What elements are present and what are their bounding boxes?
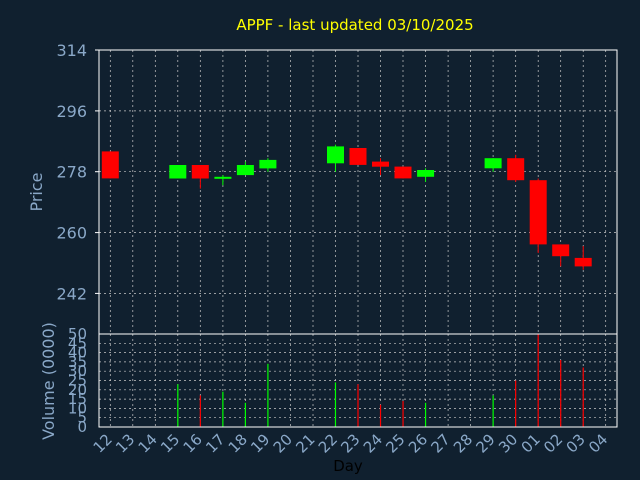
candle-body-03 bbox=[574, 257, 592, 267]
volume-y-tick-label: 35 bbox=[68, 353, 87, 371]
volume-bars bbox=[177, 334, 584, 427]
volume-y-tick-label: 0 bbox=[77, 418, 87, 436]
volume-y-tick-label: 15 bbox=[68, 390, 87, 408]
candle-body-30 bbox=[507, 158, 525, 181]
price-axis-label: Price bbox=[27, 172, 46, 211]
price-grid bbox=[99, 49, 617, 334]
candle-body-01 bbox=[529, 180, 547, 245]
price-y-tick-label: 296 bbox=[56, 102, 87, 121]
volume-y-tick-label: 45 bbox=[68, 334, 87, 352]
candle-body-16 bbox=[191, 165, 209, 179]
price-y-tick-label: 260 bbox=[56, 224, 87, 243]
volume-y-tick-label: 5 bbox=[77, 409, 87, 427]
candle-body-17 bbox=[214, 176, 232, 179]
price-y-tick-label: 314 bbox=[56, 41, 87, 60]
candle-body-24 bbox=[372, 161, 389, 167]
volume-panel-frame bbox=[98, 333, 618, 428]
day-tick-labels: 1213141516171819202122232425262728293001… bbox=[90, 430, 612, 456]
candle-body-19 bbox=[259, 159, 277, 169]
candle-body-15 bbox=[169, 165, 187, 179]
volume-y-tick-label: 50 bbox=[68, 325, 87, 343]
chart-title: APPF - last updated 03/10/2025 bbox=[236, 16, 473, 34]
candle-body-26 bbox=[417, 170, 435, 177]
candle-body-22 bbox=[327, 146, 344, 164]
candle-body-18 bbox=[236, 165, 254, 176]
volume-y-tick-label: 40 bbox=[68, 344, 87, 362]
price-y-tick-label: 242 bbox=[56, 284, 87, 303]
volume-y-tick-label: 30 bbox=[68, 362, 87, 380]
volume-axis-label: Volume (0000) bbox=[39, 322, 58, 440]
candle-body-02 bbox=[552, 244, 570, 257]
candle-body-12 bbox=[101, 151, 119, 179]
day-axis-label: Day bbox=[333, 457, 363, 475]
candle-body-23 bbox=[349, 148, 367, 165]
price-candles bbox=[101, 144, 592, 270]
volume-y-tick-label: 20 bbox=[68, 381, 87, 399]
candle-body-25 bbox=[394, 166, 412, 179]
volume-y-tick-label: 10 bbox=[68, 399, 87, 417]
price-y-tick-label: 278 bbox=[56, 163, 87, 182]
volume-y-tick-label: 25 bbox=[68, 372, 87, 390]
price-y-tick-labels: 314 296 278 260 242 bbox=[56, 41, 99, 303]
candle-body-29 bbox=[484, 158, 502, 169]
